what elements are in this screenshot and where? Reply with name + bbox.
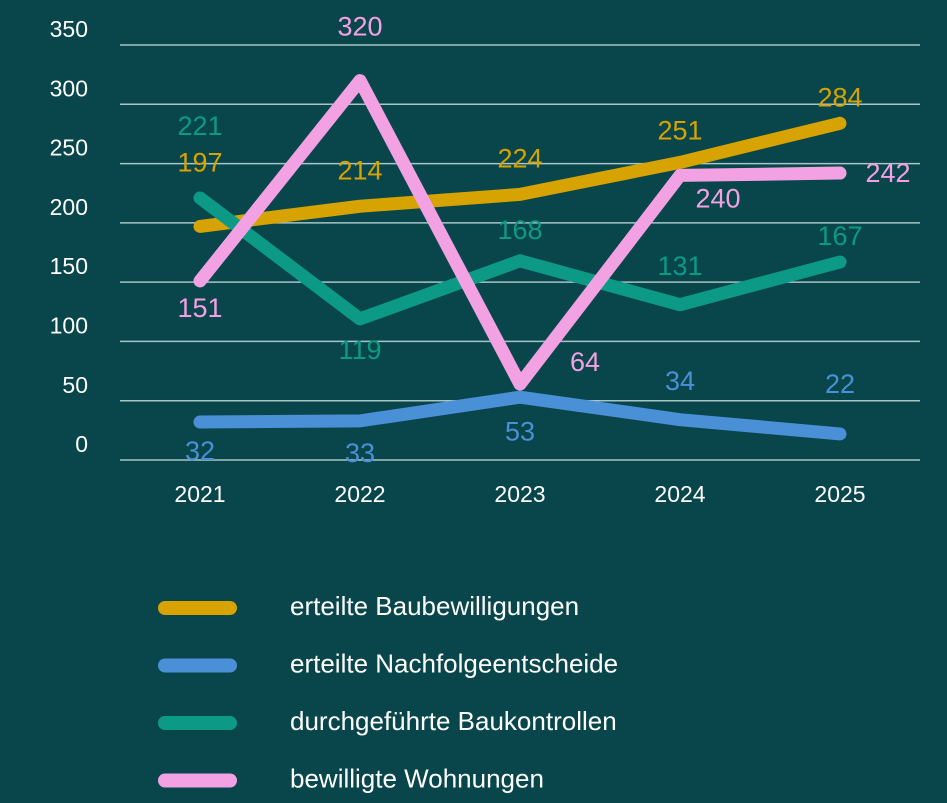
data-label: 221: [177, 111, 222, 141]
x-tick-label: 2025: [814, 481, 865, 507]
y-tick-label: 200: [50, 194, 88, 220]
series-line: [193, 191, 847, 326]
y-tick-label: 50: [62, 372, 88, 398]
data-label: 168: [497, 215, 542, 245]
legend-label: bewilligte Wohnungen: [290, 763, 544, 793]
y-tick-label: 100: [50, 313, 88, 339]
legend-label: durchgeführte Baukontrollen: [290, 706, 617, 736]
data-label: 242: [865, 158, 910, 188]
y-tick-label: 250: [50, 135, 88, 161]
data-label: 167: [817, 221, 862, 251]
data-label: 119: [338, 335, 381, 365]
data-label: 240: [695, 184, 740, 214]
y-tick-label: 150: [50, 253, 88, 279]
data-label: 64: [570, 347, 600, 377]
data-label: 53: [505, 416, 535, 446]
data-label: 284: [817, 82, 862, 112]
data-label: 197: [177, 148, 222, 178]
data-label: 320: [337, 12, 382, 42]
series-line: [193, 390, 847, 441]
data-label: 34: [665, 366, 695, 396]
legend-label: erteilte Nachfolgeentscheide: [290, 648, 618, 678]
series-line: [193, 74, 847, 391]
y-tick-label: 0: [75, 431, 88, 457]
data-label: 33: [345, 438, 375, 468]
data-label: 131: [657, 251, 702, 281]
x-tick-label: 2024: [654, 481, 705, 507]
data-label: 22: [825, 369, 855, 399]
x-tick-label: 2022: [334, 481, 385, 507]
y-tick-label: 350: [50, 16, 88, 42]
x-tick-label: 2021: [174, 481, 225, 507]
data-label: 251: [657, 116, 702, 146]
x-tick-label: 2023: [494, 481, 545, 507]
data-label: 224: [497, 144, 542, 174]
y-tick-label: 300: [50, 75, 88, 101]
data-label: 151: [177, 293, 222, 323]
legend-label: erteilte Baubewilligungen: [290, 591, 579, 621]
data-label: 32: [185, 436, 215, 466]
data-label: 214: [337, 155, 382, 185]
series-line: [193, 116, 847, 233]
